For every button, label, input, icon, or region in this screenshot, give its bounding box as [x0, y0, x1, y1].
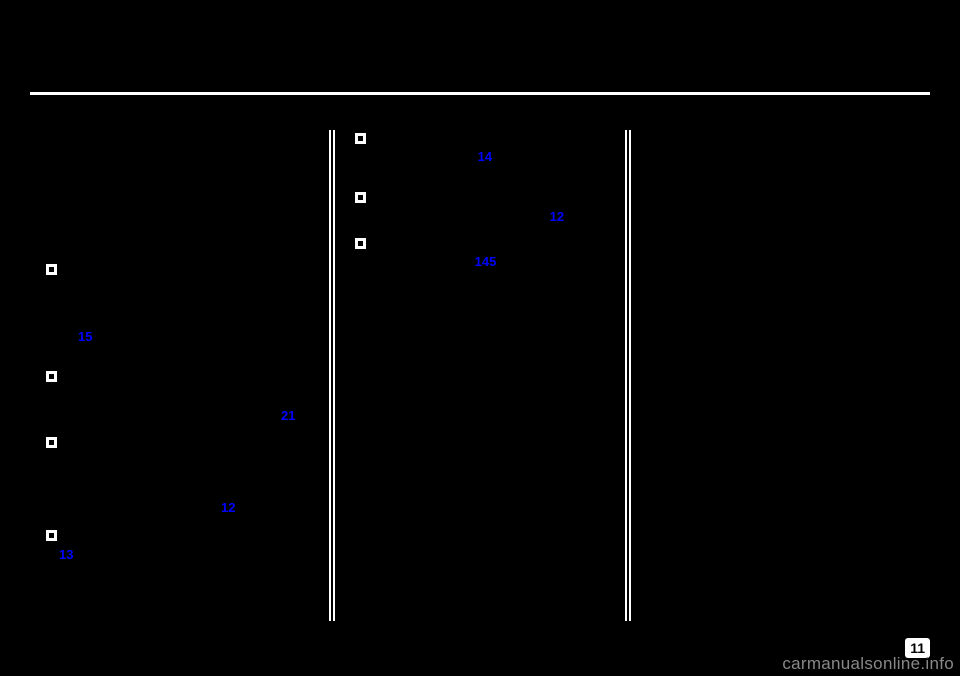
header-divider [30, 92, 930, 95]
page-reference-link[interactable]: 13 [59, 547, 73, 562]
page-reference-link[interactable]: 12 [221, 500, 235, 515]
column-1: 15 21 12 13 [38, 130, 329, 621]
bullet-icon [46, 371, 57, 382]
page-reference-link[interactable]: 21 [281, 408, 295, 423]
column-3 [631, 130, 922, 621]
watermark-text: carmanualsonline.info [782, 654, 954, 674]
bullet-icon [46, 437, 57, 448]
content-columns: 15 21 12 13 14 12 145 [38, 130, 922, 621]
bullet-icon [46, 530, 57, 541]
column-2: 14 12 145 [335, 130, 626, 621]
page-reference-link[interactable]: 14 [478, 149, 492, 164]
page-reference-link[interactable]: 15 [78, 329, 92, 344]
bullet-icon [46, 264, 57, 275]
page-reference-link[interactable]: 12 [550, 209, 564, 224]
bullet-icon [355, 133, 366, 144]
page-reference-link[interactable]: 145 [475, 254, 497, 269]
bullet-icon [355, 238, 366, 249]
bullet-icon [355, 192, 366, 203]
manual-page: 15 21 12 13 14 12 145 11 carmanualsonlin… [0, 0, 960, 676]
